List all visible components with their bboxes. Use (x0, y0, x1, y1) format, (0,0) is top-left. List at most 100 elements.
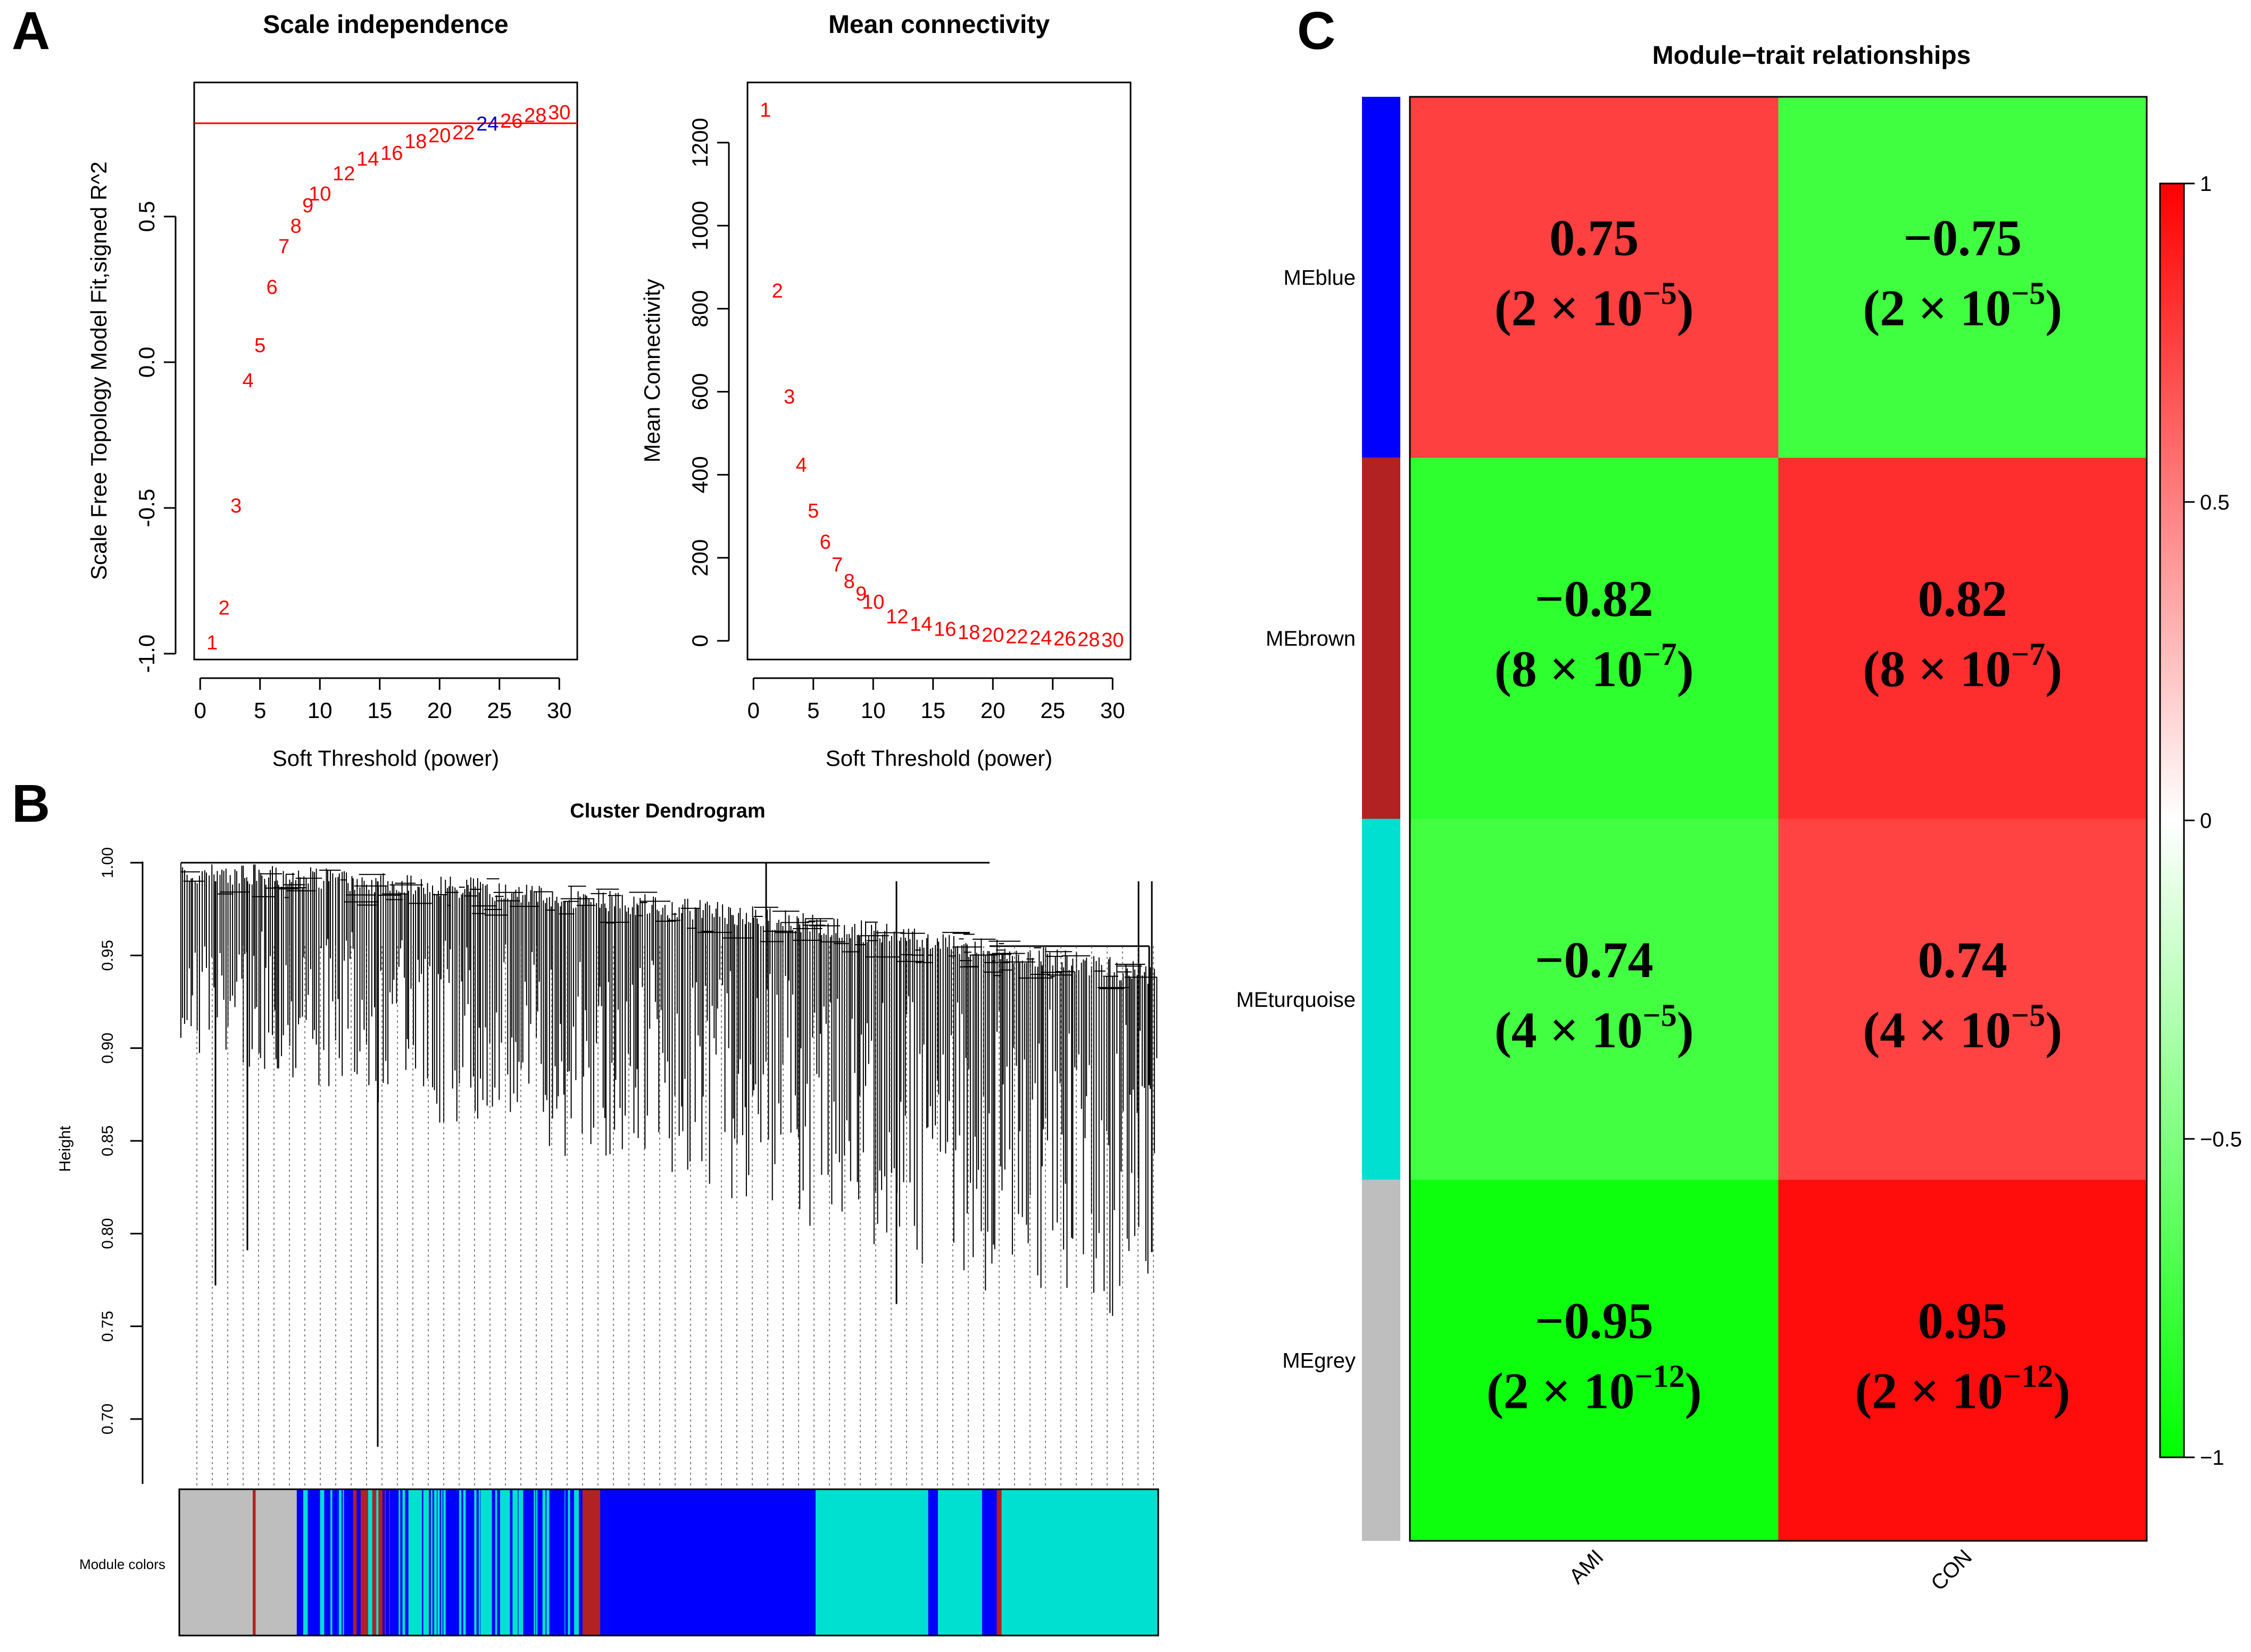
cluster-dendrogram-title: Cluster Dendrogram (570, 800, 765, 822)
power-point-label: 1 (760, 99, 771, 122)
heatmap-title: Module−trait relationships (1652, 41, 1971, 70)
dendrogram-guide-lines (196, 946, 1154, 1489)
x-tick-label: 10 (861, 698, 886, 723)
y-tick-label: 600 (687, 373, 712, 410)
y-tick-label: 1000 (687, 201, 712, 251)
p-value-exponent: −7 (2011, 637, 2045, 672)
heatmap-row-labels: MEblue MEbrown MEturquoise MEgrey (1236, 266, 1356, 1372)
module-color-stripe (492, 1489, 495, 1636)
power-point-label: 2 (772, 280, 783, 302)
module-color-stripe (437, 1489, 439, 1636)
module-color-stripe (558, 1489, 560, 1636)
dendrogram-y-tick-label: 0.70 (99, 1404, 117, 1434)
module-color-stripe (320, 1489, 324, 1636)
x-tick-label: 5 (807, 698, 819, 723)
power-point-label: 26 (500, 110, 522, 132)
y-tick-label: 1200 (687, 118, 712, 167)
module-color-stripe (565, 1489, 567, 1636)
mean-connectivity-x-axis: 0 5 10 15 20 25 30 (747, 677, 1125, 723)
module-color-stripe (515, 1489, 517, 1636)
correlation-value: −0.82 (1535, 570, 1654, 627)
p-value-close: ) (2053, 1363, 2070, 1420)
module-color-stripe (551, 1489, 556, 1636)
power-point-label: 10 (862, 591, 884, 614)
power-point-label: 10 (309, 183, 331, 205)
module-color-stripe (497, 1489, 500, 1636)
x-tick-label: 30 (1100, 698, 1125, 723)
mean-connectivity-plot: Mean connectivity 0 5 10 15 20 25 30 020040060… (639, 11, 1132, 771)
module-color-stripe (386, 1489, 389, 1636)
dendrogram-top-linkage (181, 862, 1150, 1086)
panel-letter-a: A (12, 1, 50, 61)
module-color-stripe (514, 1489, 516, 1636)
dendrogram-y-tick-label: 0.80 (99, 1218, 117, 1249)
module-row-color (1362, 457, 1400, 819)
heatmap-cell (1778, 457, 2147, 819)
heatmap-cell (1410, 97, 1779, 458)
dendrogram-y-tick-label: 1.00 (99, 847, 117, 878)
module-color-segment (179, 1489, 253, 1636)
module-color-stripe (405, 1489, 409, 1636)
mean-connectivity-plot-box (746, 81, 1132, 661)
module-color-stripe (508, 1489, 513, 1636)
module-color-stripe (568, 1489, 570, 1636)
module-color-stripe (476, 1489, 481, 1636)
mean-connectivity-y-label: Mean Connectivity (639, 279, 664, 463)
module-color-stripe (536, 1489, 538, 1636)
scale-independence-x-label: Soft Threshold (power) (272, 746, 499, 771)
module-color-stripe (351, 1489, 353, 1636)
power-point-label: 16 (380, 143, 403, 165)
power-point-label: 8 (844, 571, 855, 593)
y-tick-label: 0 (687, 635, 712, 647)
heatmap-cell (1410, 457, 1779, 819)
y-tick-label: 0.0 (134, 347, 159, 378)
power-point-label: 16 (934, 618, 956, 640)
p-value-base: (4 × 10 (1494, 1002, 1643, 1058)
module-color-stripe (398, 1489, 401, 1636)
correlation-value: 0.95 (1918, 1292, 2007, 1349)
p-value-base: (8 × 10 (1863, 640, 2011, 697)
heatmap-row-label: MEgrey (1282, 1349, 1356, 1373)
x-tick-label: 0 (194, 698, 206, 723)
correlation-value: 0.82 (1918, 570, 2007, 627)
module-color-segment (600, 1489, 816, 1636)
y-tick-label: -0.5 (134, 489, 159, 527)
p-value-close: ) (1677, 640, 1694, 697)
module-color-stripe (303, 1489, 308, 1636)
mean-connectivity-y-axis: 0 200 400 600 800 1000 1200 (687, 118, 730, 647)
heatmap-cell (1778, 1180, 2147, 1541)
module-color-bar-border (178, 1488, 1159, 1637)
p-value: (4 × 10−5) (1494, 998, 1694, 1058)
power-point-label: 5 (254, 335, 265, 357)
power-point-label: 18 (404, 131, 427, 153)
module-color-stripe (445, 1489, 451, 1636)
p-value-close: ) (2045, 279, 2062, 336)
y-tick-label: 400 (687, 456, 712, 494)
x-tick-label: 15 (920, 698, 945, 723)
power-point-label: 3 (784, 386, 795, 408)
p-value: (8 × 10−7) (1863, 637, 2062, 697)
module-color-stripe (507, 1489, 510, 1636)
p-value-base: (8 × 10 (1494, 640, 1643, 697)
module-colors-label: Module colors (79, 1556, 165, 1572)
colorbar-tick-label: −1 (2200, 1446, 2224, 1470)
power-point-label: 9 (855, 583, 867, 605)
module-color-segment (996, 1489, 1002, 1636)
power-point-label: 1 (206, 632, 218, 654)
power-point-label: 9 (302, 195, 313, 217)
module-color-stripe (546, 1489, 550, 1636)
x-tick-label: 20 (427, 698, 452, 723)
module-color-stripe (534, 1489, 535, 1636)
correlation-value: 0.75 (1549, 209, 1639, 266)
module-color-stripe (310, 1489, 315, 1636)
power-point-label: 14 (356, 148, 379, 170)
p-value: (4 × 10−5) (1863, 998, 2062, 1058)
p-value-close: ) (1677, 279, 1694, 336)
power-point-label: 6 (267, 277, 278, 299)
colorbar-tick-label: 0.5 (2200, 491, 2230, 514)
heatmap-cell (1410, 819, 1779, 1180)
dendrogram-y-tick-label: 0.85 (99, 1125, 117, 1156)
module-color-stripe (383, 1489, 385, 1636)
p-value-close: ) (1677, 1002, 1694, 1058)
module-color-stripe (578, 1489, 583, 1636)
